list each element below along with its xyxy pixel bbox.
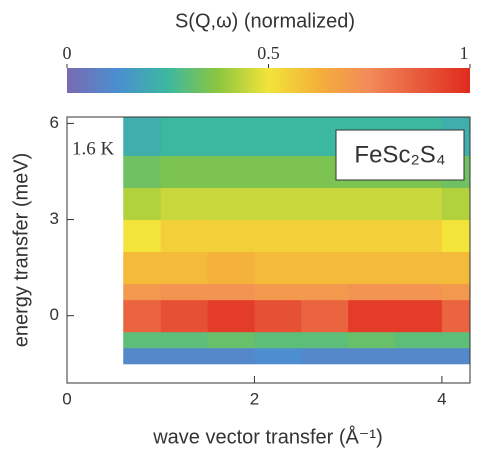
colorbar-label: S(Q,ω) (normalized) (175, 10, 355, 32)
heatmap-cell (441, 283, 471, 301)
heatmap-cell (301, 187, 349, 221)
heatmap-cell (395, 251, 443, 285)
heatmap-cell (395, 187, 443, 221)
heatmap-cell (395, 347, 443, 365)
heatmap-cell (207, 283, 255, 301)
heatmap-cell (123, 331, 162, 349)
heatmap-cell (123, 283, 162, 301)
heatmap-cell (348, 331, 396, 349)
colorbar-tick-label: 0.5 (257, 43, 280, 63)
heatmap-cell (160, 251, 209, 285)
heatmap-cell (254, 299, 302, 333)
heatmap-cell (254, 283, 302, 301)
heatmap-cell (348, 251, 396, 285)
heatmap-cell (254, 331, 302, 349)
heatmap-cell (395, 331, 443, 349)
heatmap-cell (123, 187, 162, 221)
heatmap-cell (254, 117, 302, 156)
heatmap-cell (254, 187, 302, 221)
heatmap-cell (160, 347, 209, 365)
y-tick-label: 6 (50, 113, 59, 132)
plot-frame (66, 116, 471, 384)
heatmap-cell (207, 347, 255, 365)
y-tick-label: 0 (50, 305, 59, 324)
heatmap-cell (254, 155, 302, 189)
label-box (335, 129, 465, 181)
heatmap-cell (123, 251, 162, 285)
heatmap-cell (301, 331, 349, 349)
heatmap-cell (441, 187, 471, 221)
heatmap-cell (207, 187, 255, 221)
heatmap-cell (160, 331, 209, 349)
compound-label: FeSc₂S₄ (354, 141, 445, 168)
heatmap-cell (441, 299, 471, 333)
heatmap-cell (348, 219, 396, 253)
y-tick-label: 3 (50, 209, 59, 228)
heatmap-cell (395, 283, 443, 301)
heatmap-cell (160, 283, 209, 301)
heatmap-cell (207, 299, 255, 333)
heatmap-cell (395, 299, 443, 333)
x-axis-label: wave vector transfer (Å⁻¹) (152, 425, 383, 448)
heatmap-cell (348, 187, 396, 221)
colorbar (67, 68, 470, 93)
heatmap-cell (348, 283, 396, 301)
heatmap-cell (123, 299, 162, 333)
heatmap-cell (160, 187, 209, 221)
heatmap-cell (254, 219, 302, 253)
heatmap-cell (207, 117, 255, 156)
colorbar-tick-label: 1 (460, 43, 469, 63)
heatmap-cell (348, 347, 396, 365)
heatmap-cell (160, 117, 209, 156)
heatmap-cell (441, 347, 471, 365)
colorbar-tick-label: 0 (63, 43, 72, 63)
heatmap-cell (301, 347, 349, 365)
x-tick-label: 0 (62, 389, 71, 408)
heatmap-cell (123, 117, 162, 156)
heatmap-cell (207, 155, 255, 189)
heatmap-cell (207, 219, 255, 253)
heatmap-cell (301, 251, 349, 285)
heatmap-cell (254, 347, 302, 365)
heatmap-cell (123, 155, 162, 189)
heatmap-cell (301, 283, 349, 301)
heatmap-cell (207, 251, 255, 285)
heatmap-cell (160, 299, 209, 333)
heatmap-cell (301, 299, 349, 333)
heatmap-cell (160, 155, 209, 189)
heatmap-cell (254, 251, 302, 285)
heatmap-cell (395, 219, 443, 253)
y-axis-label: energy transfer (meV) (10, 153, 32, 348)
heatmap-cell (301, 219, 349, 253)
heatmap-cell (348, 299, 396, 333)
heatmap-cell (123, 219, 162, 253)
heatmap-cell (441, 331, 471, 349)
x-tick-label: 4 (437, 389, 446, 408)
x-tick-label: 2 (250, 389, 259, 408)
heatmap-cell (441, 219, 471, 253)
temperature-label: 1.6 K (72, 138, 115, 159)
heatmap-cell (441, 251, 471, 285)
heatmap-cell (160, 219, 209, 253)
heatmap-cell (207, 331, 255, 349)
heatmap-cell (123, 347, 162, 365)
